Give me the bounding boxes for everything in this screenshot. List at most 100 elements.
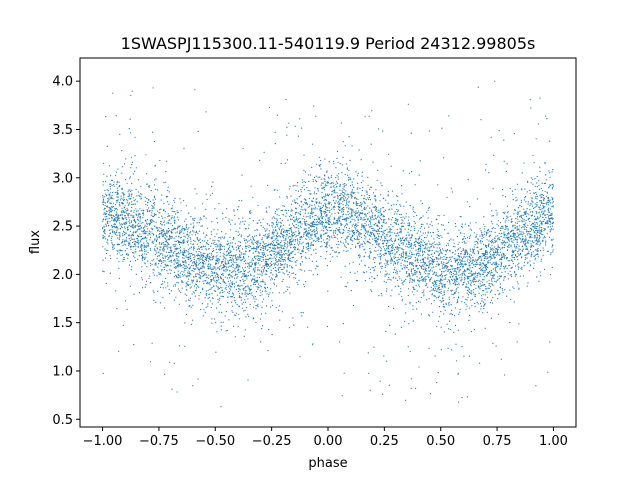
data-point (122, 260, 124, 262)
data-point (356, 271, 358, 273)
data-point (193, 276, 195, 278)
data-point (341, 215, 343, 217)
data-point (314, 233, 316, 235)
data-point (412, 206, 414, 208)
data-point (531, 241, 533, 243)
data-point (244, 220, 246, 222)
data-point (243, 276, 246, 278)
data-point (294, 219, 296, 221)
data-point (254, 255, 256, 257)
data-point (294, 125, 296, 127)
data-point (382, 246, 385, 248)
data-point (160, 246, 162, 248)
data-point (453, 245, 455, 248)
data-point (380, 227, 383, 229)
data-point (254, 278, 256, 280)
data-point (503, 255, 505, 257)
data-point (449, 258, 452, 260)
data-point (276, 232, 279, 234)
data-point (144, 237, 146, 239)
data-point (373, 234, 375, 236)
data-point (410, 237, 412, 239)
data-point (456, 263, 458, 265)
data-point (109, 195, 111, 197)
data-point (148, 186, 150, 188)
data-point (132, 241, 134, 244)
data-point (350, 236, 352, 238)
data-point (131, 201, 133, 203)
data-point (349, 233, 351, 235)
data-point (469, 291, 471, 294)
data-point (423, 265, 425, 267)
data-point (227, 248, 230, 250)
data-point (492, 277, 494, 279)
data-point (407, 243, 410, 245)
data-point (245, 316, 247, 318)
data-point (347, 193, 349, 195)
data-point (509, 231, 512, 233)
data-point (162, 254, 164, 256)
data-point (431, 259, 434, 261)
data-point (239, 251, 241, 253)
data-point (302, 241, 304, 243)
data-point (145, 221, 147, 223)
data-point (338, 227, 340, 229)
data-point (455, 276, 457, 278)
data-point (410, 271, 412, 273)
data-point (340, 276, 342, 278)
data-point (322, 182, 324, 184)
data-point (253, 268, 255, 270)
data-point (194, 234, 197, 236)
data-point (167, 243, 169, 245)
data-point (262, 271, 265, 273)
data-point (139, 213, 141, 215)
data-point (460, 260, 462, 262)
data-point (362, 213, 364, 215)
data-point (210, 252, 212, 254)
data-point (225, 286, 227, 288)
data-point (410, 247, 412, 249)
data-point (313, 249, 315, 251)
data-point (424, 246, 427, 248)
data-point (213, 279, 215, 281)
data-point (325, 204, 327, 206)
data-point (355, 201, 357, 203)
data-point (181, 229, 183, 231)
data-point (442, 275, 444, 277)
data-point (106, 205, 108, 207)
data-point (419, 245, 421, 247)
data-point (458, 284, 460, 286)
data-point (217, 288, 219, 290)
data-point (495, 266, 497, 268)
data-point (126, 248, 128, 250)
data-point (135, 241, 137, 243)
data-point (292, 185, 294, 187)
data-point (309, 215, 311, 217)
data-point (489, 252, 491, 254)
data-point (339, 252, 341, 254)
data-point (409, 301, 411, 303)
data-point (321, 214, 323, 216)
data-point (386, 243, 388, 245)
data-point (389, 278, 391, 280)
data-point (283, 264, 285, 266)
data-point (326, 222, 328, 224)
data-point (353, 230, 355, 232)
data-point (172, 205, 174, 207)
data-point (180, 236, 183, 238)
data-point (373, 206, 376, 208)
data-point (526, 234, 529, 236)
data-point (551, 171, 553, 173)
data-point (377, 244, 380, 246)
data-point (537, 123, 540, 125)
data-point (188, 252, 190, 254)
data-point (423, 250, 425, 253)
data-point (432, 289, 434, 291)
data-point (203, 267, 205, 269)
data-point (132, 246, 134, 248)
data-point (174, 211, 176, 213)
data-point (350, 237, 352, 239)
data-point (261, 290, 263, 292)
data-point (157, 189, 159, 191)
